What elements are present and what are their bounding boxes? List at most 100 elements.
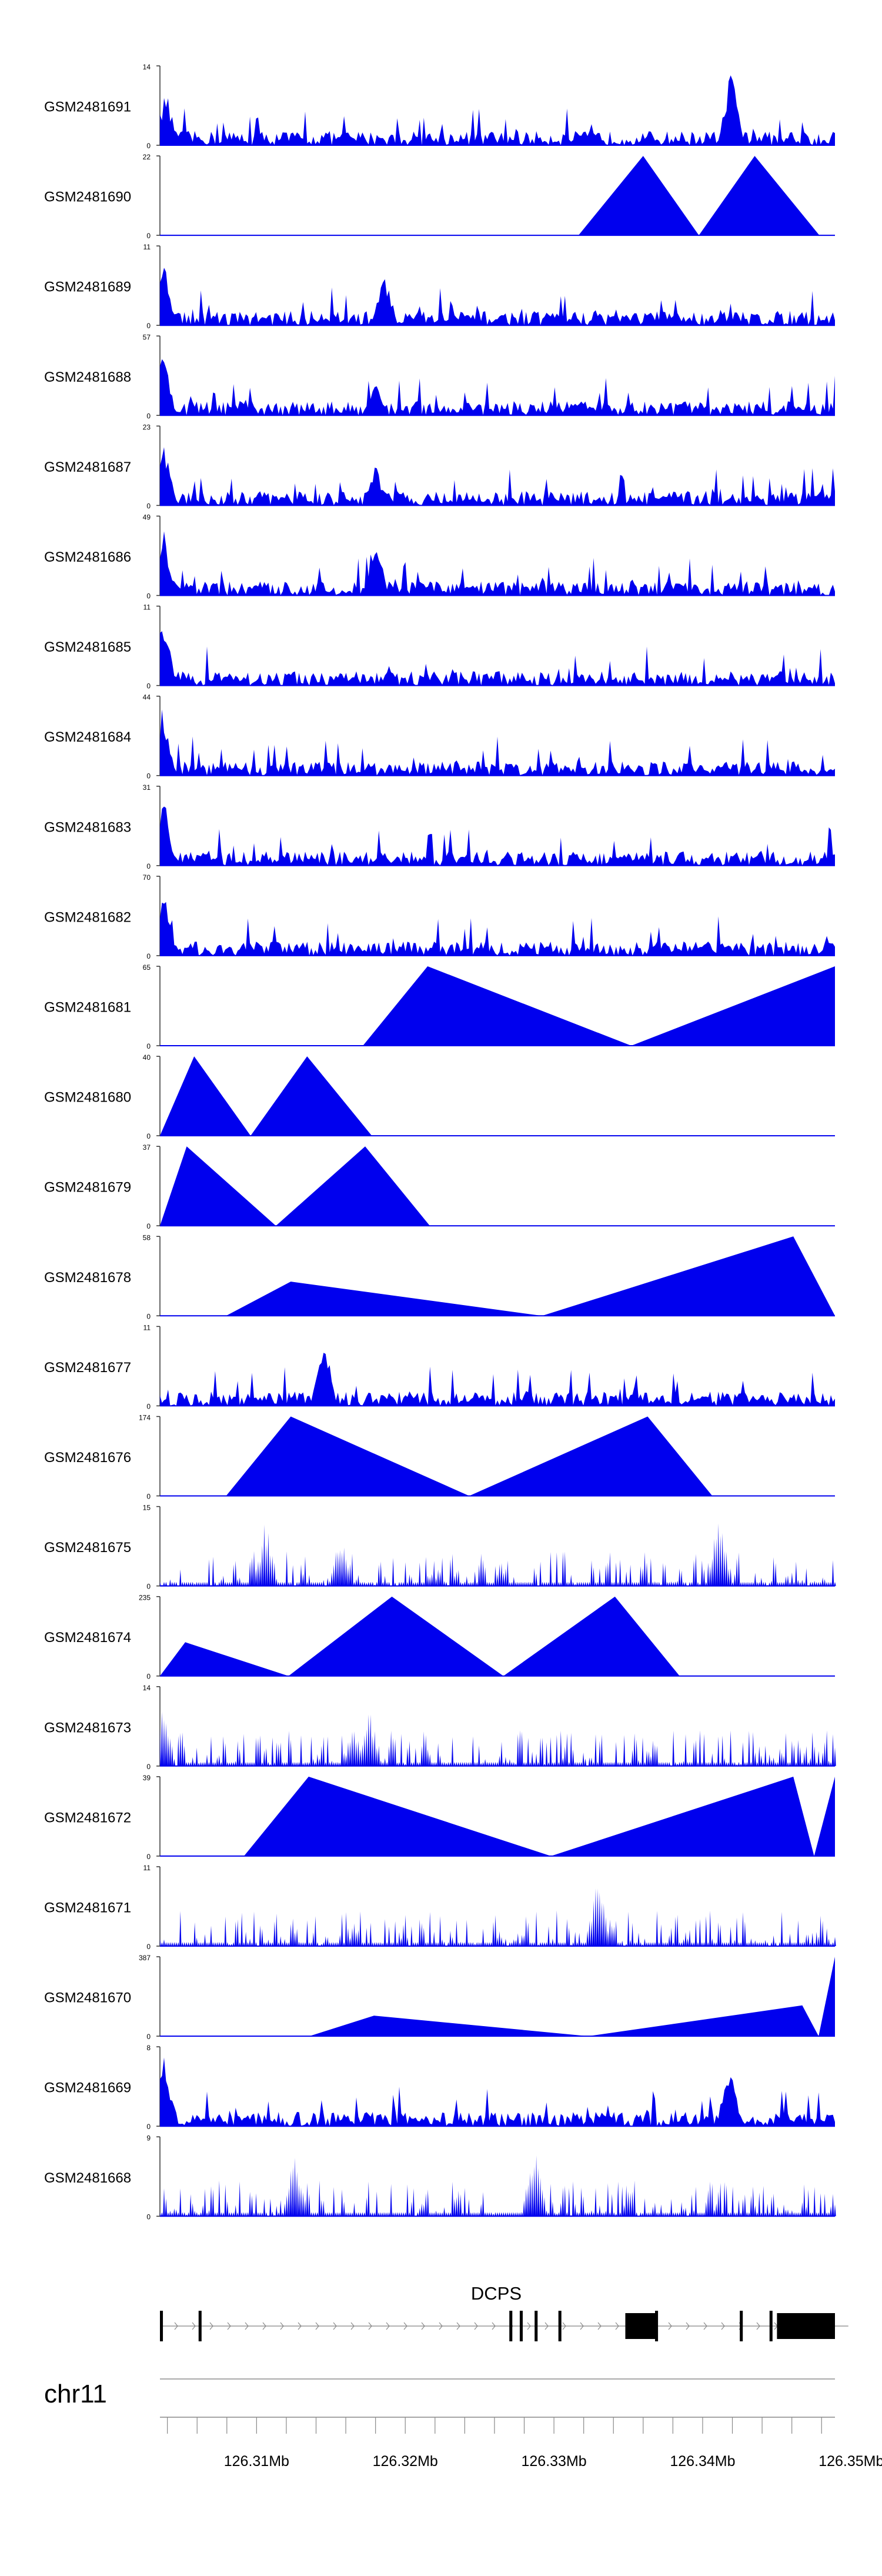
track-label: GSM2481670 (44, 1990, 131, 2006)
track-GSM2481672: GSM2481672 39 0 (44, 1774, 835, 1861)
track-label: GSM2481685 (44, 639, 131, 655)
strand-arrow (421, 2322, 425, 2330)
coverage-area (160, 1596, 680, 1676)
y-max-label: 58 (143, 1233, 151, 1242)
y-max-label: 44 (143, 693, 151, 702)
track-label: GSM2481679 (44, 1180, 131, 1196)
track-GSM2481691: GSM2481691 14 0 (44, 63, 835, 150)
track-GSM2481689: GSM2481689 11 0 (44, 243, 835, 330)
strand-arrow (315, 2322, 319, 2330)
track-label: GSM2481688 (44, 369, 131, 385)
genome-axis-track: chr11 126.31Mb 126.32Mb 126.33Mb 126.34Mb 12… (44, 2378, 882, 2470)
coverage-area (160, 531, 835, 596)
coverage-area (309, 1957, 835, 2037)
y-min-label: 0 (146, 682, 151, 690)
track-GSM2481685: GSM2481685 11 0 (44, 603, 835, 690)
track-GSM2481688: GSM2481688 57 0 (44, 333, 835, 420)
coverage-area (160, 806, 835, 866)
track-label: GSM2481684 (44, 729, 131, 745)
exon (740, 2311, 743, 2341)
track-GSM2481677: GSM2481677 11 0 (44, 1323, 835, 1410)
y-max-label: 23 (143, 423, 151, 431)
y-max-label: 387 (139, 1954, 151, 1962)
coverage-area (160, 447, 835, 506)
track-label: GSM2481690 (44, 189, 131, 205)
track-label: GSM2481669 (44, 2080, 131, 2096)
track-GSM2481687: GSM2481687 23 0 (44, 423, 835, 510)
y-max-label: 37 (143, 1143, 151, 1152)
strand-arrow (333, 2322, 337, 2330)
coverage-area (160, 902, 835, 956)
track-label: GSM2481686 (44, 549, 131, 565)
y-min-label: 0 (146, 1583, 151, 1591)
track-label: GSM2481675 (44, 1540, 131, 1556)
track-label: GSM2481674 (44, 1630, 131, 1646)
y-max-label: 14 (143, 63, 151, 71)
exon (625, 2313, 657, 2339)
strand-arrow (386, 2322, 390, 2330)
track-GSM2481681: GSM2481681 65 0 (44, 963, 835, 1050)
y-min-label: 0 (146, 772, 151, 780)
strand-arrow (544, 2322, 549, 2330)
strand-arrow (668, 2322, 672, 2330)
coverage-area (160, 1056, 372, 1136)
coverage-area (160, 1711, 836, 1766)
y-max-label: 11 (143, 1323, 151, 1332)
coverage-tracks: GSM2481691140GSM2481690220GSM2481689110G… (44, 63, 836, 2221)
strand-arrow (492, 2322, 496, 2330)
strand-arrow (350, 2322, 355, 2330)
track-label: GSM2481673 (44, 1720, 131, 1736)
track-GSM2481684: GSM2481684 44 0 (44, 693, 835, 780)
track-GSM2481682: GSM2481682 70 0 (44, 873, 835, 960)
y-max-label: 40 (143, 1053, 151, 1062)
coverage-area (160, 631, 835, 686)
track-GSM2481668: GSM2481668 9 0 (44, 2134, 836, 2221)
track-GSM2481674: GSM2481674 235 0 (44, 1594, 835, 1681)
y-max-label: 11 (143, 603, 151, 612)
track-label: GSM2481668 (44, 2170, 131, 2186)
y-min-label: 0 (146, 1042, 151, 1050)
track-label: GSM2481672 (44, 1810, 131, 1826)
y-min-label: 0 (146, 2213, 151, 2221)
y-min-label: 0 (146, 1853, 151, 1861)
y-max-label: 9 (146, 2134, 151, 2142)
gene-model-track: DCPS (160, 2283, 848, 2341)
strand-arrow (562, 2322, 566, 2330)
y-min-label: 0 (146, 2033, 151, 2041)
coverage-area (578, 156, 820, 236)
track-GSM2481678: GSM2481678 58 0 (44, 1233, 835, 1320)
coverage-area (160, 75, 835, 145)
coverage-area (363, 966, 835, 1046)
coverage-area (226, 1416, 713, 1496)
y-min-label: 0 (146, 322, 151, 330)
coverage-area (160, 1353, 835, 1406)
track-label: GSM2481691 (44, 99, 131, 115)
strand-arrow (756, 2322, 760, 2330)
track-GSM2481683: GSM2481683 31 0 (44, 783, 835, 870)
exon (558, 2311, 562, 2341)
y-min-label: 0 (146, 502, 151, 510)
coverage-area (226, 1236, 835, 1316)
y-min-label: 0 (146, 1402, 151, 1410)
track-label: GSM2481677 (44, 1360, 131, 1376)
y-max-label: 14 (143, 1684, 151, 1692)
y-max-label: 235 (139, 1594, 151, 1602)
track-label: GSM2481687 (44, 459, 131, 475)
y-min-label: 0 (146, 142, 151, 150)
y-max-label: 174 (139, 1414, 151, 1422)
strand-arrow (174, 2322, 178, 2330)
track-label: GSM2481681 (44, 1000, 131, 1016)
strand-arrow (597, 2322, 602, 2330)
exon (160, 2311, 163, 2341)
coverage-area (160, 709, 835, 776)
track-label: GSM2481689 (44, 279, 131, 295)
y-min-label: 0 (146, 412, 151, 420)
y-max-label: 31 (143, 783, 151, 792)
strand-arrow (262, 2322, 266, 2330)
y-max-label: 15 (143, 1504, 151, 1512)
y-max-label: 22 (143, 153, 151, 161)
x-tick-label: 126.33Mb (521, 2453, 586, 2470)
strand-arrow (280, 2322, 284, 2330)
track-GSM2481675: GSM2481675 15 0 (44, 1504, 836, 1591)
